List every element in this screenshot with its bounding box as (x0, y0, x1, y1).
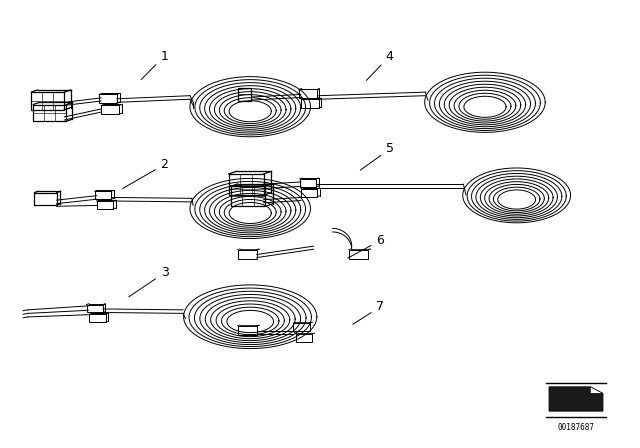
Bar (230, 186, 266, 206)
Bar (237, 250, 257, 259)
Bar (301, 99, 319, 108)
Bar (300, 179, 316, 187)
Bar (97, 201, 113, 209)
Bar (237, 88, 252, 101)
Polygon shape (590, 387, 603, 393)
Text: 7: 7 (353, 300, 384, 324)
Text: 2: 2 (122, 158, 168, 189)
Bar (299, 90, 317, 99)
Text: 6: 6 (348, 234, 384, 258)
Text: 4: 4 (366, 50, 394, 81)
Bar (296, 334, 312, 342)
Text: 3: 3 (129, 266, 168, 297)
Bar (33, 104, 66, 121)
Bar (349, 250, 367, 259)
Bar (99, 95, 117, 103)
Bar (89, 314, 106, 322)
Text: 5: 5 (360, 142, 394, 170)
Bar (301, 189, 317, 197)
Bar (31, 92, 64, 110)
Bar (95, 191, 111, 199)
Bar (237, 326, 257, 336)
Polygon shape (549, 387, 603, 411)
Bar (101, 105, 119, 114)
Bar (35, 193, 57, 205)
Bar (86, 305, 103, 313)
Text: 00187687: 00187687 (557, 423, 595, 432)
Bar (228, 174, 264, 195)
Text: 1: 1 (141, 50, 168, 80)
Bar (293, 323, 310, 331)
